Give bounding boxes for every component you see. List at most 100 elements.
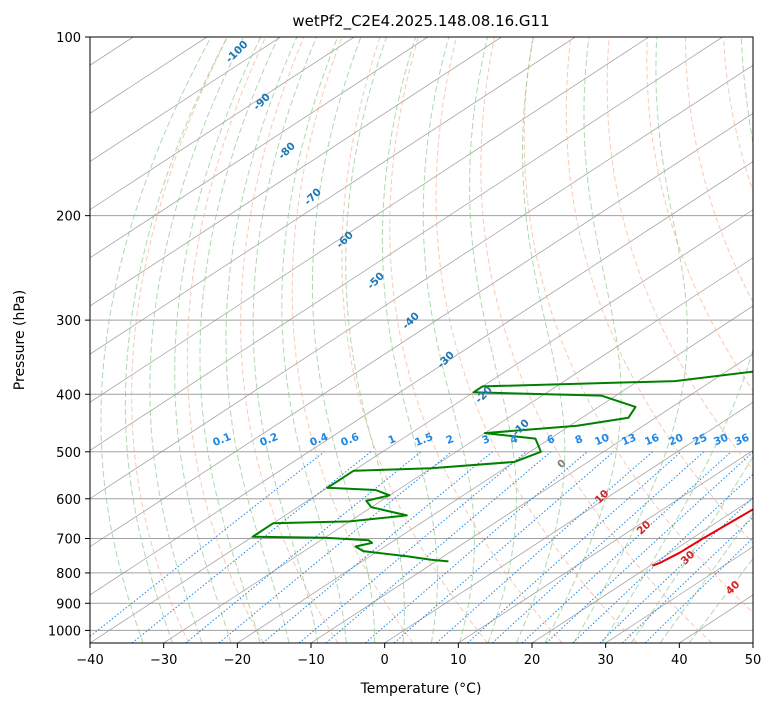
dry-adiabat-line xyxy=(523,37,753,614)
y-axis-ticks: 100 200 300 400 500 600 700 800 900 1000 xyxy=(48,31,90,639)
dry-adiabat-line xyxy=(131,37,228,643)
isotherm-line xyxy=(90,112,753,548)
isotherm-line xyxy=(90,161,753,596)
y-tick-label: 200 xyxy=(56,210,81,225)
mixing-ratio-label: 20 xyxy=(667,432,685,449)
moist-adiabat-line xyxy=(688,557,753,643)
mixing-ratio-label: 1.5 xyxy=(413,431,435,449)
isotherm-line xyxy=(163,257,753,643)
moist-adiabat-line xyxy=(199,37,279,643)
mixing-ratio-lines xyxy=(90,451,753,643)
mixing-ratio-label: 8 xyxy=(573,433,584,447)
mixing-ratio-label: 0.4 xyxy=(308,431,330,449)
x-axis-ticks: −40 −30 −20 −10 0 10 20 30 40 50 xyxy=(76,643,761,668)
isotherm-line xyxy=(237,305,753,643)
isobar-gridlines xyxy=(90,37,753,631)
moist-adiabat-line xyxy=(252,37,319,643)
isotherm-line xyxy=(90,37,281,162)
mixing-ratio-label: 13 xyxy=(620,432,638,449)
y-tick-label: 1000 xyxy=(48,624,81,639)
mixing-ratio-line xyxy=(436,451,653,643)
mixing-ratio-label: 10 xyxy=(593,432,611,449)
dry-adiabat-line xyxy=(762,37,775,643)
moist-adiabat-line xyxy=(174,37,262,643)
dry-adiabat-line xyxy=(480,37,713,643)
mixing-ratio-label: 16 xyxy=(643,432,661,449)
moist-adiabat-line xyxy=(124,37,228,643)
y-tick-label: 500 xyxy=(56,446,81,461)
x-tick-label: −10 xyxy=(297,653,324,668)
x-tick-label: −30 xyxy=(150,653,177,668)
y-tick-label: 900 xyxy=(56,597,81,612)
isotherm-line xyxy=(531,498,753,643)
mixing-ratio-line xyxy=(599,496,753,643)
moist-adiabat-line xyxy=(100,37,212,643)
mixing-ratio-label: 25 xyxy=(691,432,709,449)
mixing-ratio-line xyxy=(467,451,682,643)
mixing-ratio-line xyxy=(90,451,325,638)
mixing-ratio-line xyxy=(572,473,753,643)
dry-adiabat-line xyxy=(435,37,638,643)
mixing-ratio-line xyxy=(185,451,422,643)
moist-adiabat-line xyxy=(422,37,475,643)
moist-adiabat-line xyxy=(573,37,688,643)
dry-adiabats xyxy=(131,37,775,643)
mixing-ratio-label: 1 xyxy=(386,433,397,447)
dry-adiabat-line xyxy=(646,37,753,392)
moist-adiabat-line xyxy=(225,37,298,643)
mixing-ratio-line xyxy=(622,516,753,643)
y-tick-label: 800 xyxy=(56,567,81,582)
dewpoint-line xyxy=(251,370,753,563)
moist-adiabat-line xyxy=(149,37,245,643)
mixing-ratio-label: 30 xyxy=(712,432,730,449)
moist-adiabat-line xyxy=(601,37,753,643)
isotherm-line xyxy=(310,353,753,643)
moist-adiabat-line xyxy=(281,37,347,643)
mixing-ratio-line xyxy=(644,537,753,643)
moist-adiabat-line xyxy=(544,37,622,643)
profile-series xyxy=(251,370,753,567)
moist-adiabat-line xyxy=(345,37,405,643)
x-tick-label: 50 xyxy=(745,653,762,668)
dry-adiabat-label: 10 xyxy=(593,488,612,507)
mixing-ratio-label: 0.1 xyxy=(211,431,233,449)
dry-adiabat-label: -30 xyxy=(435,349,457,371)
dry-adiabat-line xyxy=(240,37,339,643)
y-tick-label: 100 xyxy=(56,31,81,46)
isotherm-line xyxy=(90,37,355,211)
mixing-ratio-label: 36 xyxy=(733,432,751,449)
mixing-ratio-line xyxy=(218,451,453,643)
mixing-ratio-label: 2 xyxy=(444,433,455,447)
y-tick-label: 300 xyxy=(56,314,81,329)
y-tick-label: 600 xyxy=(56,493,81,508)
dry-adiabat-line xyxy=(341,37,488,643)
isotherm-line xyxy=(90,37,650,403)
isotherm-line xyxy=(752,642,753,643)
plot-frame xyxy=(89,36,754,644)
dry-adiabat-label: 40 xyxy=(724,579,743,598)
mixing-ratio-label: 0.2 xyxy=(258,431,280,449)
moist-adiabats xyxy=(100,37,753,643)
dry-adiabat-line xyxy=(291,37,414,643)
x-tick-label: 10 xyxy=(450,653,467,668)
skewed-isotherms xyxy=(90,37,753,643)
mixing-ratio-line xyxy=(545,451,753,643)
plot-area: -100-90-80-70-60-50-40-30-20-10010203040… xyxy=(90,37,775,643)
dry-adiabat-label: -70 xyxy=(302,186,324,208)
dry-adiabat-label: -50 xyxy=(365,270,387,292)
mixing-ratio-line xyxy=(298,451,527,643)
dry-adiabat-label: -60 xyxy=(334,229,356,251)
mixing-ratio-label: 3 xyxy=(480,433,491,447)
temperature-line xyxy=(652,508,753,567)
y-axis-label: Pressure (hPa) xyxy=(12,290,28,390)
dry-adiabat-label: -100 xyxy=(223,38,250,65)
mixing-ratio-line xyxy=(491,451,705,643)
dry-adiabat-line xyxy=(389,37,563,643)
mixing-ratio-line xyxy=(325,451,552,643)
x-tick-label: 30 xyxy=(597,653,614,668)
isotherm-line xyxy=(384,401,753,643)
isotherm-line xyxy=(90,209,753,643)
mixing-ratio-label: 0.6 xyxy=(339,431,361,449)
mixing-ratio-line xyxy=(393,451,615,643)
x-axis-label: Temperature (°C) xyxy=(360,681,482,697)
